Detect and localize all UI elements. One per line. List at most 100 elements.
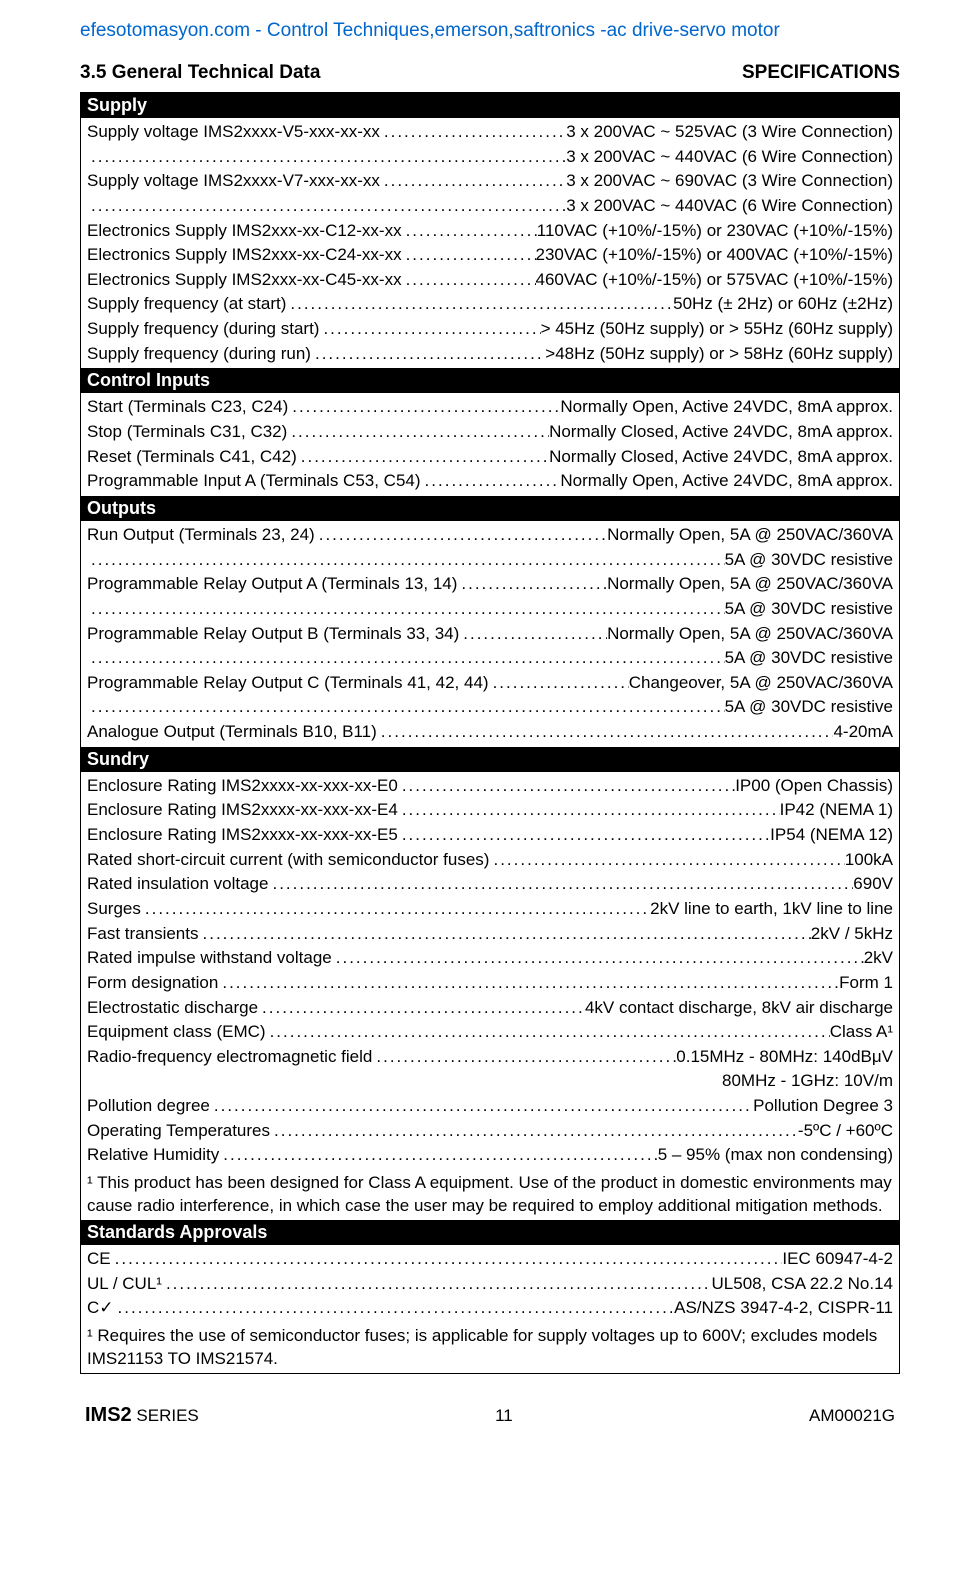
spec-value: 5A @ 30VDC resistive — [725, 597, 893, 622]
spec-row: Operating Temperatures -5ºC / +60ºC — [87, 1119, 893, 1144]
spec-row: 80MHz - 1GHz: 10V/m — [87, 1069, 893, 1094]
spec-label: Equipment class (EMC) — [87, 1020, 266, 1045]
spec-row: Programmable Relay Output A (Terminals 1… — [87, 572, 893, 597]
spec-label: Rated impulse withstand voltage — [87, 946, 332, 971]
dot-leader — [87, 194, 566, 219]
spec-label: Rated insulation voltage — [87, 872, 268, 897]
spec-value: > 45Hz (50Hz supply) or > 55Hz (60Hz sup… — [541, 317, 893, 342]
spec-row: 3 x 200VAC ~ 440VAC (6 Wire Connection) — [87, 194, 893, 219]
spec-value: 80MHz - 1GHz: 10V/m — [722, 1069, 893, 1094]
outputs-bar: Outputs — [81, 496, 899, 521]
dot-leader — [162, 1272, 712, 1297]
spec-value: Normally Closed, Active 24VDC, 8mA appro… — [549, 445, 893, 470]
spec-value: 3 x 200VAC ~ 690VAC (3 Wire Connection) — [566, 169, 893, 194]
dot-leader — [199, 922, 811, 947]
spec-value: UL508, CSA 22.2 No.14 — [712, 1272, 893, 1297]
dot-leader — [402, 243, 536, 268]
spec-value: Normally Open, 5A @ 250VAC/360VA — [607, 572, 893, 597]
spec-label: C✓ — [87, 1296, 114, 1321]
spec-label: Form designation — [87, 971, 218, 996]
dot-leader — [319, 317, 540, 342]
spec-value: Changeover, 5A @ 250VAC/360VA — [629, 671, 893, 696]
dot-leader — [398, 798, 780, 823]
dot-leader — [489, 848, 844, 873]
dot-leader — [402, 219, 537, 244]
dot-leader — [210, 1094, 753, 1119]
spec-label: Enclosure Rating IMS2xxxx-xx-xxx-xx-E0 — [87, 774, 398, 799]
spec-value: 4-20mA — [833, 720, 893, 745]
spec-value: 2kV / 5kHz — [811, 922, 893, 947]
spec-value: IP54 (NEMA 12) — [770, 823, 893, 848]
spec-label: Radio-frequency electromagnetic field — [87, 1045, 372, 1070]
dot-leader — [111, 1247, 783, 1272]
dot-leader — [297, 445, 549, 470]
spec-value: 0.15MHz - 80MHz: 140dBμV — [676, 1045, 893, 1070]
spec-label: Reset (Terminals C41, C42) — [87, 445, 297, 470]
sundry-footnote: ¹ This product has been designed for Cla… — [81, 1170, 899, 1220]
spec-row: Electronics Supply IMS2xxx-xx-C12-xx-xx1… — [87, 219, 893, 244]
spec-row: Enclosure Rating IMS2xxxx-xx-xxx-xx-E5 IP… — [87, 823, 893, 848]
spec-row: Rated impulse withstand voltage 2kV — [87, 946, 893, 971]
dot-leader — [87, 548, 725, 573]
dot-leader — [459, 622, 607, 647]
dot-leader — [258, 996, 585, 1021]
spec-label: Supply voltage IMS2xxxx-V5-xxx-xx-xx — [87, 120, 380, 145]
control-inputs-bar: Control Inputs — [81, 368, 899, 393]
dot-leader — [489, 671, 629, 696]
spec-label: Programmable Relay Output A (Terminals 1… — [87, 572, 457, 597]
spec-row: 3 x 200VAC ~ 440VAC (6 Wire Connection) — [87, 145, 893, 170]
spec-value: 5 – 95% (max non condensing) — [658, 1143, 893, 1168]
footer-center: 11 — [495, 1406, 513, 1426]
spec-value: IEC 60947-4-2 — [782, 1247, 893, 1272]
spec-label: Run Output (Terminals 23, 24) — [87, 523, 315, 548]
spec-row: Supply voltage IMS2xxxx-V7-xxx-xx-xx 3 x … — [87, 169, 893, 194]
header-row: 3.5 General Technical Data SPECIFICATION… — [80, 62, 900, 84]
spec-label: Enclosure Rating IMS2xxxx-xx-xxx-xx-E5 — [87, 823, 398, 848]
spec-row: Start (Terminals C23, C24)Normally Open,… — [87, 395, 893, 420]
spec-row: Enclosure Rating IMS2xxxx-xx-xxx-xx-E4IP… — [87, 798, 893, 823]
spec-row: Stop (Terminals C31, C32)Normally Closed… — [87, 420, 893, 445]
spec-row: Supply frequency (during start)> 45Hz (5… — [87, 317, 893, 342]
spec-row: CE IEC 60947-4-2 — [87, 1247, 893, 1272]
content-box: Supply Supply voltage IMS2xxxx-V5-xxx-xx… — [80, 92, 900, 1374]
spec-value: 2kV — [864, 946, 893, 971]
header-link: efesotomasyon.com - Control Techniques,e… — [80, 20, 900, 42]
spec-label: Surges — [87, 897, 141, 922]
spec-value: -5ºC / +60ºC — [798, 1119, 893, 1144]
spec-label: CE — [87, 1247, 111, 1272]
spec-value: Pollution Degree 3 — [753, 1094, 893, 1119]
spec-row: Supply voltage IMS2xxxx-V5-xxx-xx-xx3 x … — [87, 120, 893, 145]
dot-leader — [114, 1296, 675, 1321]
footer-right: AM00021G — [809, 1406, 895, 1426]
dot-leader — [87, 597, 725, 622]
spec-value: 3 x 200VAC ~ 440VAC (6 Wire Connection) — [566, 145, 893, 170]
dot-leader — [87, 695, 725, 720]
spec-label: Fast transients — [87, 922, 199, 947]
dot-leader — [421, 469, 561, 494]
footer-left: IMS2 SERIES — [85, 1404, 199, 1427]
spec-value: 100kA — [845, 848, 893, 873]
spec-row: Programmable Input A (Terminals C53, C54… — [87, 469, 893, 494]
spec-row: Equipment class (EMC)Class A¹ — [87, 1020, 893, 1045]
spec-row: Radio-frequency electromagnetic field 0.1… — [87, 1045, 893, 1070]
spec-value: 230VAC (+10%/-15%) or 400VAC (+10%/-15%) — [536, 243, 894, 268]
spec-label: Relative Humidity — [87, 1143, 219, 1168]
spec-value: >48Hz (50Hz supply) or > 58Hz (60Hz supp… — [545, 342, 893, 367]
spec-row: 5A @ 30VDC resistive — [87, 597, 893, 622]
spec-value: Normally Closed, Active 24VDC, 8mA appro… — [549, 420, 893, 445]
spec-label: Pollution degree — [87, 1094, 210, 1119]
spec-row: Rated insulation voltage690V — [87, 872, 893, 897]
dot-leader — [288, 395, 560, 420]
dot-leader — [218, 971, 839, 996]
spec-label: Operating Temperatures — [87, 1119, 270, 1144]
spec-label: Supply voltage IMS2xxxx-V7-xxx-xx-xx — [87, 169, 380, 194]
page-container: efesotomasyon.com - Control Techniques,e… — [0, 0, 960, 1477]
section-title: 3.5 General Technical Data — [80, 62, 320, 84]
standards-footnote: ¹ Requires the use of semiconductor fuse… — [81, 1323, 899, 1373]
dot-leader — [332, 946, 864, 971]
spec-value: 110VAC (+10%/-15%) or 230VAC (+10%/-15%) — [537, 219, 893, 244]
dot-leader — [219, 1143, 657, 1168]
spec-value: 50Hz (± 2Hz) or 60Hz (±2Hz) — [673, 292, 893, 317]
dot-leader — [286, 292, 673, 317]
spec-value: Normally Open, Active 24VDC, 8mA approx. — [560, 469, 893, 494]
